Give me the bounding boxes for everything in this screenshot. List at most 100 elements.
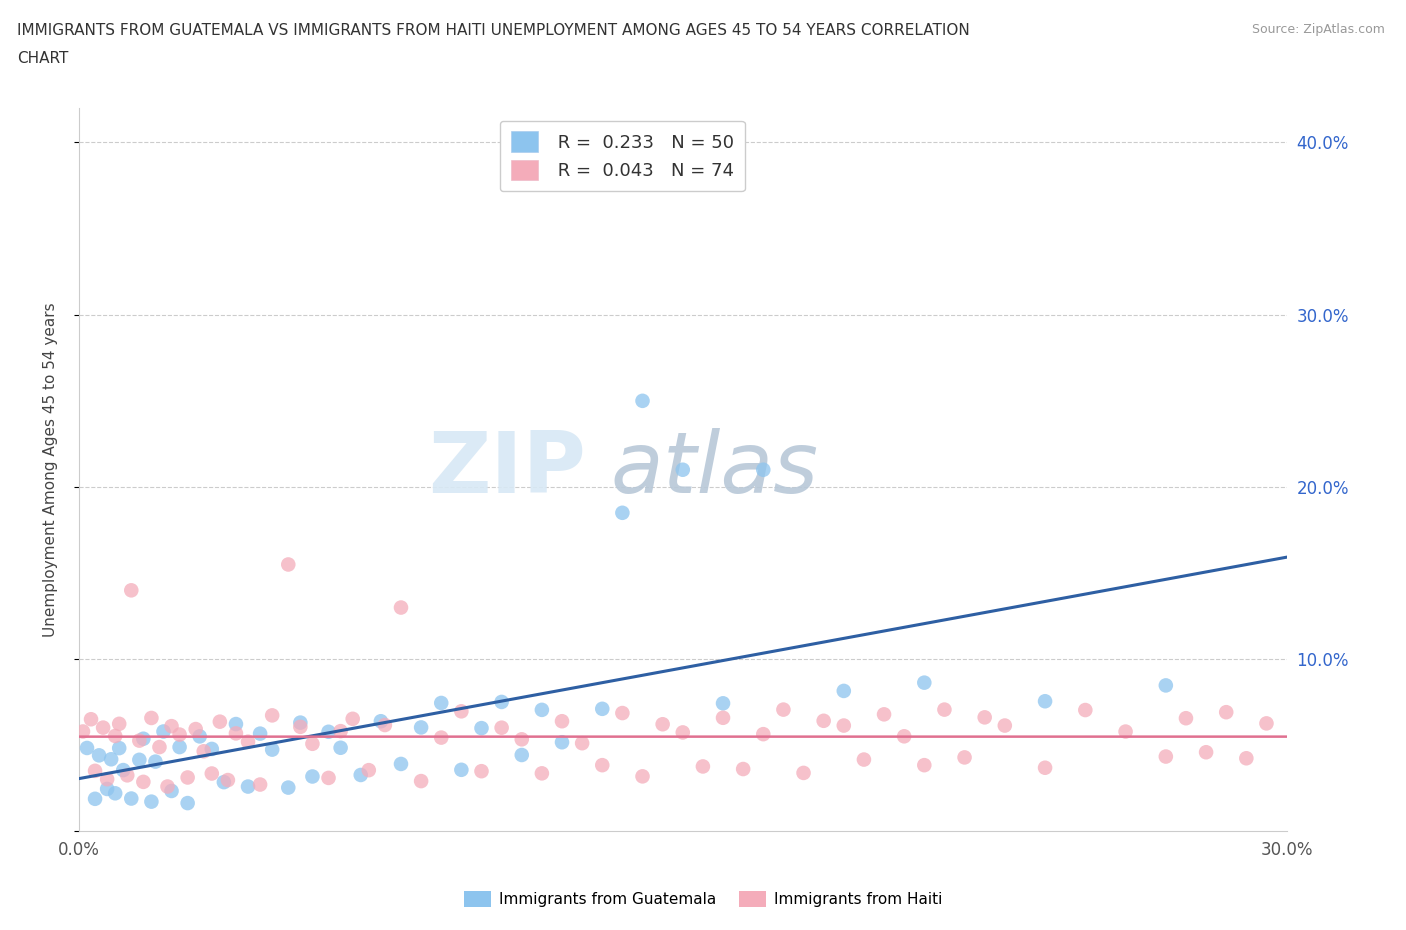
Point: [1174, 711, 1197, 725]
Point: [672, 725, 695, 740]
Point: [80, 711, 103, 726]
Point: [104, 786, 127, 801]
Text: atlas: atlas: [610, 428, 818, 512]
Point: [1154, 678, 1177, 693]
Point: [108, 716, 131, 731]
Point: [591, 758, 613, 773]
Point: [1115, 724, 1137, 739]
Point: [1234, 751, 1257, 765]
Point: [793, 765, 815, 780]
Point: [290, 720, 312, 735]
Point: [132, 775, 155, 790]
Point: [873, 707, 896, 722]
Point: [212, 775, 235, 790]
Point: [236, 779, 259, 794]
Point: [290, 715, 312, 730]
Point: [120, 791, 142, 806]
Point: [96, 772, 118, 787]
Point: [342, 711, 364, 726]
Point: [201, 741, 224, 756]
Point: [893, 729, 915, 744]
Point: [301, 769, 323, 784]
Point: [156, 779, 179, 794]
Point: [145, 754, 167, 769]
Point: [551, 714, 574, 729]
Point: [141, 711, 163, 725]
Point: [236, 735, 259, 750]
Point: [329, 724, 352, 738]
Point: [551, 735, 574, 750]
Point: [430, 730, 453, 745]
Point: [87, 748, 110, 763]
Point: [262, 742, 284, 757]
Point: [612, 706, 634, 721]
Point: [651, 717, 673, 732]
Point: [953, 750, 976, 764]
Point: [169, 727, 191, 742]
Legend: Immigrants from Guatemala, Immigrants from Haiti: Immigrants from Guatemala, Immigrants fr…: [457, 884, 949, 913]
Point: [84, 764, 107, 778]
Point: [973, 710, 995, 724]
Point: [141, 794, 163, 809]
Point: [76, 740, 98, 755]
Point: [411, 720, 433, 735]
Point: [994, 718, 1017, 733]
Point: [510, 732, 533, 747]
Legend:  R =  0.233   N = 50,  R =  0.043   N = 74: R = 0.233 N = 50, R = 0.043 N = 74: [499, 121, 745, 192]
Point: [530, 766, 553, 781]
Point: [148, 739, 170, 754]
Point: [1195, 745, 1218, 760]
Point: [277, 557, 299, 572]
Point: [450, 704, 472, 719]
Point: [852, 752, 875, 767]
Point: [100, 751, 122, 766]
Point: [160, 719, 183, 734]
Point: [389, 756, 412, 771]
Point: [1074, 702, 1097, 717]
Point: [430, 696, 453, 711]
Point: [152, 724, 174, 739]
Point: [318, 770, 340, 785]
Point: [176, 796, 198, 811]
Point: [91, 720, 114, 735]
Text: CHART: CHART: [17, 51, 69, 66]
Point: [752, 726, 775, 741]
Point: [772, 702, 794, 717]
Point: [1033, 761, 1056, 776]
Point: [832, 718, 855, 733]
Point: [72, 724, 94, 739]
Point: [117, 768, 139, 783]
Point: [112, 763, 135, 777]
Point: [329, 740, 352, 755]
Point: [208, 714, 231, 729]
Point: [934, 702, 956, 717]
Point: [225, 717, 247, 732]
Point: [1033, 694, 1056, 709]
Point: [591, 701, 613, 716]
Point: [370, 714, 392, 729]
Point: [104, 728, 127, 743]
Point: [813, 713, 835, 728]
Point: [249, 726, 271, 741]
Point: [470, 764, 492, 778]
Point: [132, 731, 155, 746]
Point: [301, 737, 323, 751]
Point: [188, 729, 211, 744]
Point: [225, 726, 247, 741]
Point: [262, 708, 284, 723]
Point: [249, 777, 271, 792]
Point: [470, 721, 492, 736]
Point: [84, 791, 107, 806]
Point: [128, 752, 150, 767]
Point: [711, 711, 734, 725]
Point: [832, 684, 855, 698]
Point: [277, 780, 299, 795]
Point: [411, 774, 433, 789]
Point: [571, 736, 593, 751]
Point: [733, 762, 755, 777]
Point: [692, 759, 714, 774]
Point: [752, 462, 775, 477]
Point: [450, 763, 472, 777]
Point: [217, 773, 239, 788]
Point: [318, 724, 340, 739]
